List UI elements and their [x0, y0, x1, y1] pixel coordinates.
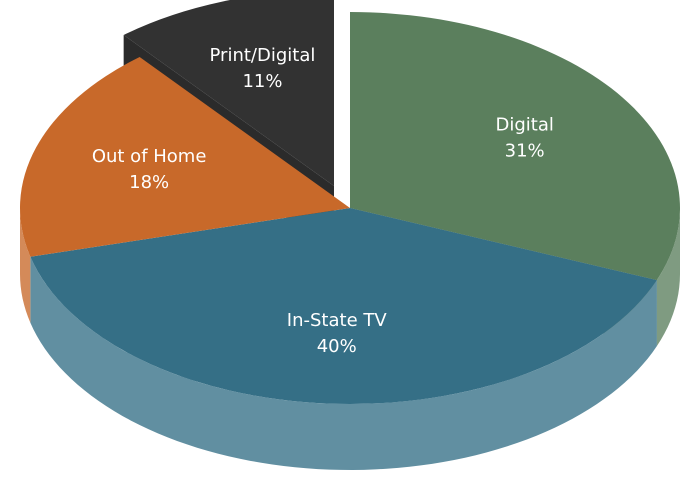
- data-labels: Digital 31% In-State TV 40% Out of Home 18% Pr…: [92, 45, 554, 357]
- pie-slice: [30, 208, 657, 404]
- slice-label: Print/Digital: [210, 45, 316, 66]
- slice-tops: [20, 0, 680, 404]
- slice-value-label: 18%: [129, 172, 169, 193]
- slice-label: Out of Home: [92, 146, 207, 167]
- slice-value-label: 11%: [242, 71, 282, 92]
- slice-value-label: 31%: [505, 140, 545, 161]
- slice-value-label: 40%: [317, 336, 357, 357]
- slice-label: In-State TV: [287, 310, 388, 331]
- pie-slice: [20, 56, 351, 257]
- pie-slice: [350, 12, 680, 281]
- slice-side: [20, 208, 31, 323]
- pie-slice: [123, 0, 334, 186]
- slice-side: [30, 256, 657, 470]
- slice-label: Digital: [495, 114, 553, 135]
- slice-side: [656, 208, 680, 347]
